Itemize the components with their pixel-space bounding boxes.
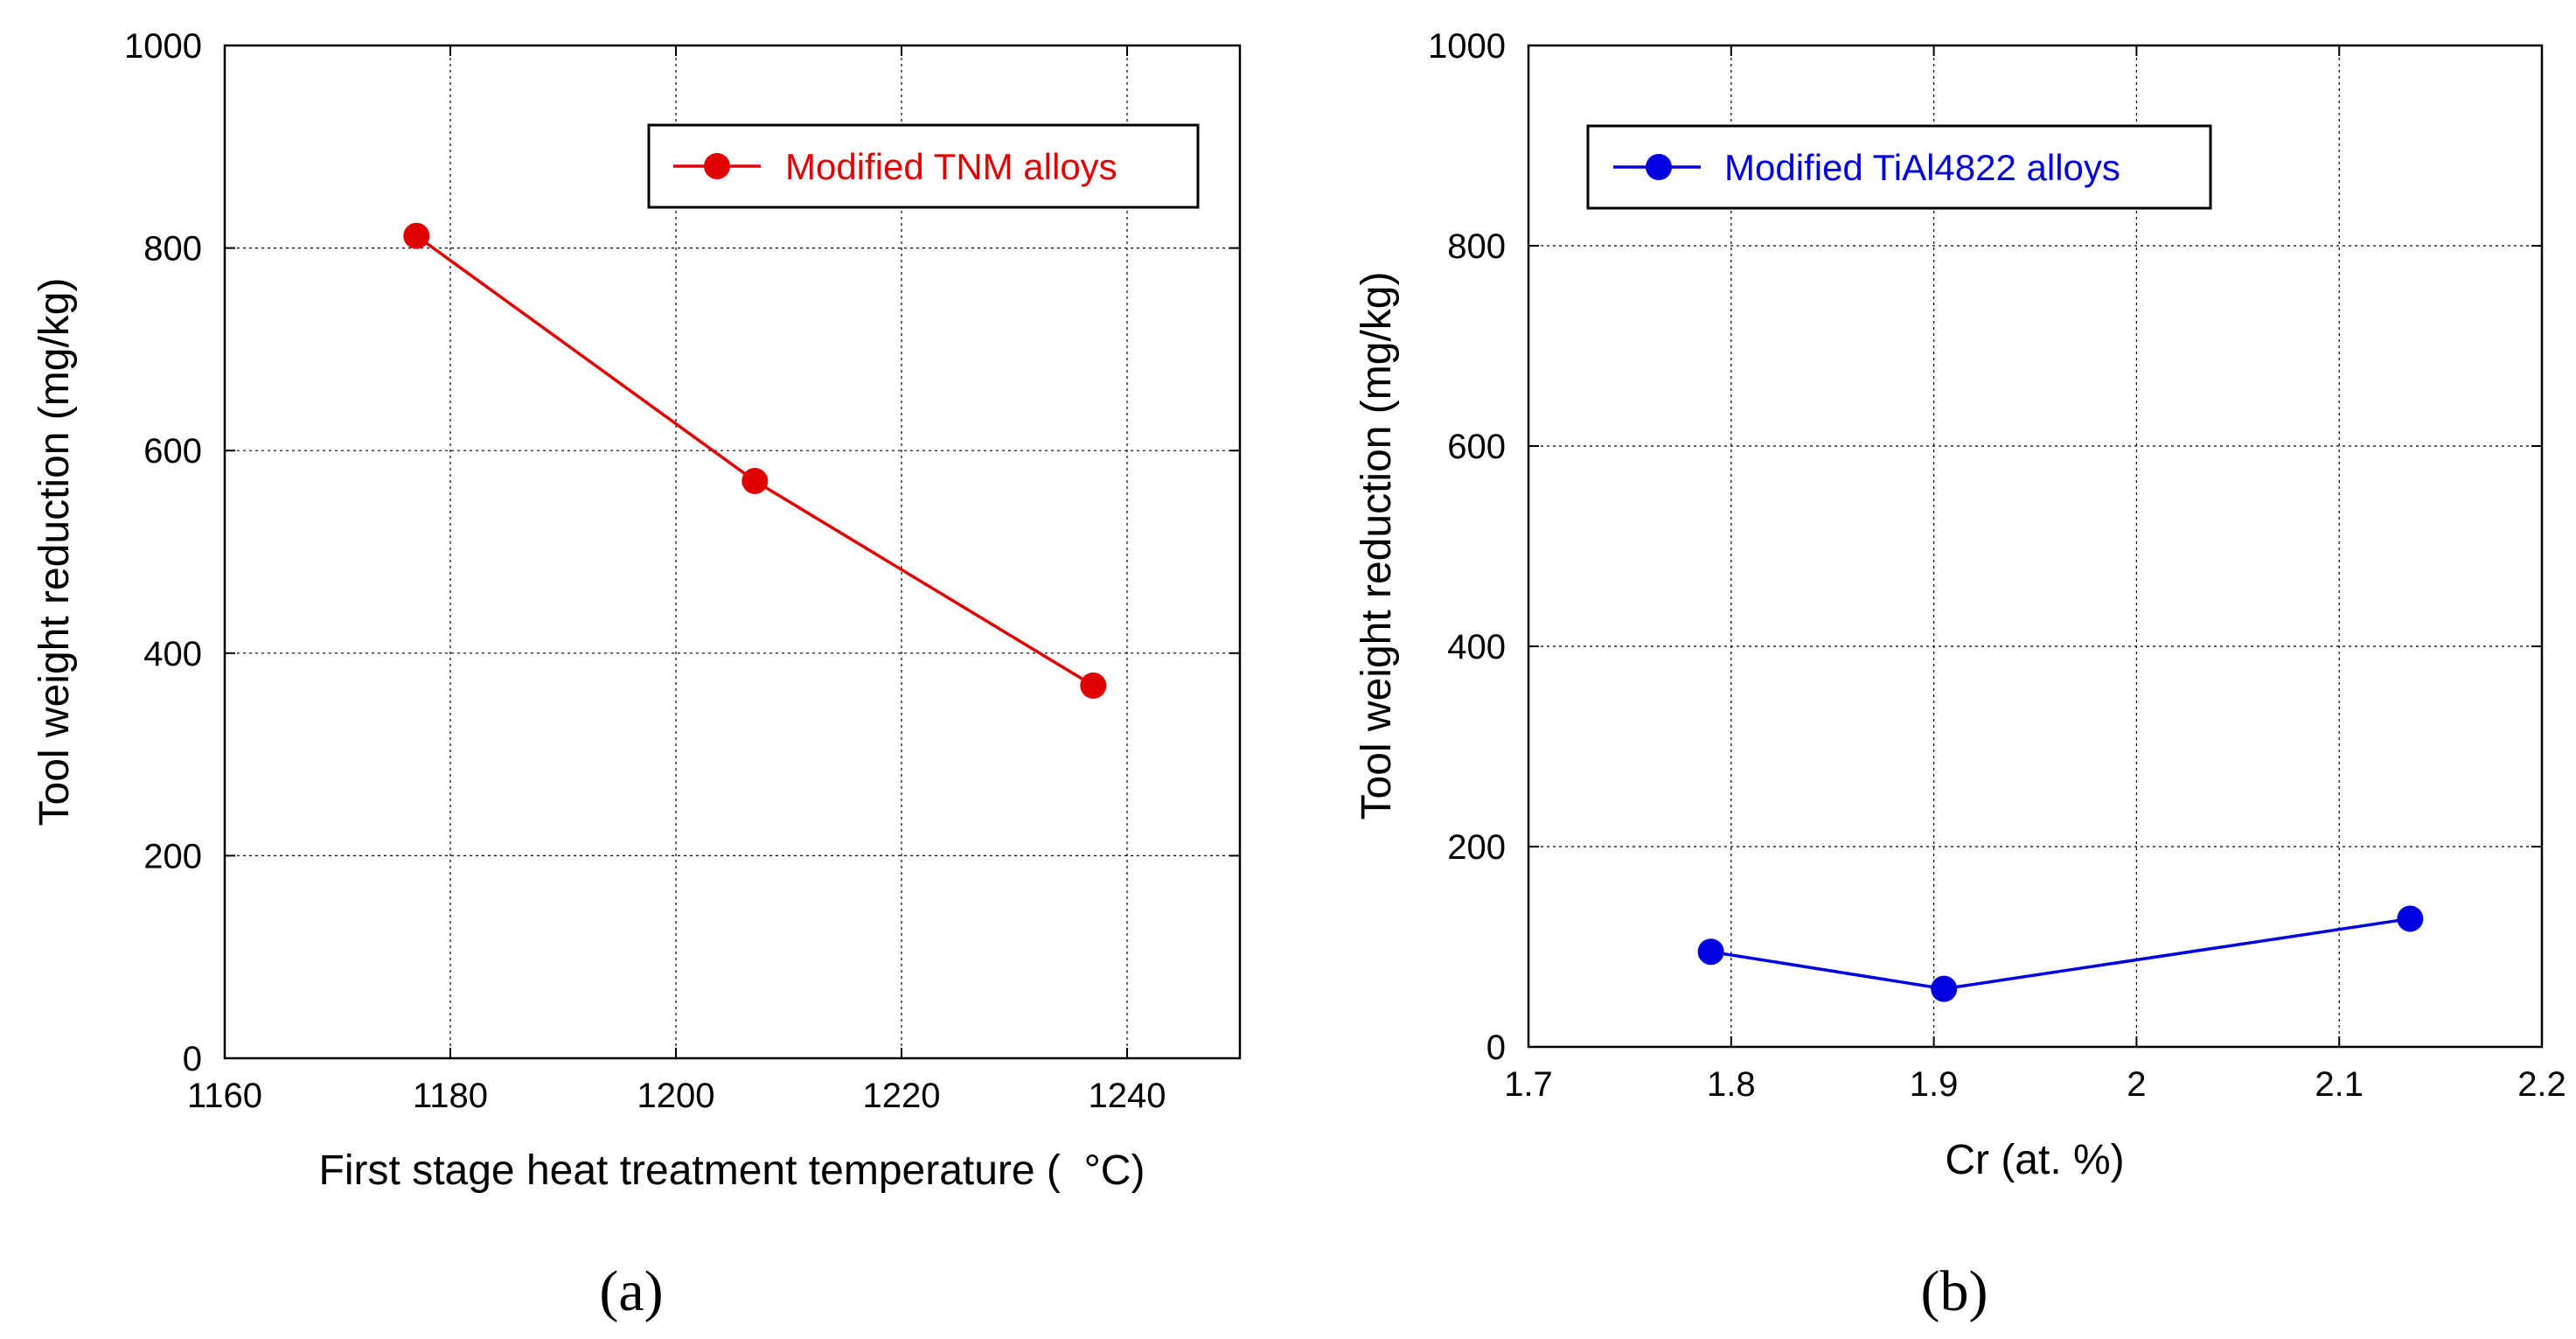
chart-a-series-line	[415, 234, 1095, 687]
chart-a-grid	[225, 45, 1240, 1058]
chart-b-panel-label: (b)	[1921, 1259, 1988, 1323]
chart-a-y-tick-label: 0	[183, 1040, 202, 1078]
chart-a-legend-marker	[704, 153, 730, 179]
chart-b-plot-frame	[1527, 44, 2544, 1049]
chart-b-legend-marker	[1646, 154, 1672, 180]
chart-a-x-axis-label: First stage heat treatment temperature (…	[319, 1147, 1145, 1194]
chart-b: 1.7 1.8 1.9 2 2.1 2.2 0 200 400 600 800 1000 Cr (at…	[1354, 27, 2566, 1323]
chart-b-x-tick-label: 1.9	[1910, 1065, 1959, 1104]
chart-b-legend-label: Modified TiAl4822 alloys	[1724, 147, 2120, 188]
chart-a-y-tick-label: 1000	[124, 27, 202, 66]
chart-a-ticks: 1160 1180 1200 1220 1240 0 200 400 600 800 1000	[124, 27, 1240, 1115]
chart-a-y-tick-label: 200	[143, 837, 202, 875]
chart-a-data-point	[741, 467, 769, 494]
chart-a-x-tick-label: 1160	[187, 1077, 262, 1115]
chart-b-x-tick-label: 2.1	[2315, 1065, 2364, 1104]
chart-a-y-tick-label: 400	[143, 635, 202, 673]
chart-b-legend: Modified TiAl4822 alloys	[1586, 124, 2212, 210]
chart-a-plot-frame	[223, 44, 1242, 1060]
chart-b-x-tick-label: 2.2	[2517, 1065, 2566, 1104]
chart-a-series	[403, 222, 1107, 699]
chart-b-x-tick-label: 2	[2127, 1065, 2146, 1104]
chart-b-data-point	[1931, 975, 1958, 1002]
chart-a-x-tick-label: 1180	[413, 1077, 488, 1115]
chart-b-data-point	[2397, 905, 2424, 932]
chart-b-series-line	[1710, 917, 2411, 991]
chart-a-legend: Modified TNM alloys	[647, 123, 1200, 209]
chart-b-x-tick-label: 1.8	[1707, 1065, 1756, 1104]
chart-a: 1160 1180 1200 1220 1240 0 200 400 600 800 1000 Fi…	[31, 27, 1242, 1323]
chart-b-grid	[1528, 45, 2542, 1047]
chart-a-data-point	[403, 222, 430, 249]
chart-b-y-tick-label: 1000	[1428, 27, 1506, 66]
chart-a-y-axis-label: Tool weight reduction (mg/kg)	[31, 278, 78, 826]
chart-b-x-axis-label: Cr (at. %)	[1945, 1137, 2124, 1183]
chart-b-series	[1697, 905, 2424, 1002]
chart-a-legend-label: Modified TNM alloys	[785, 146, 1117, 187]
chart-b-y-tick-label: 600	[1447, 428, 1506, 466]
chart-b-y-axis-label: Tool weight reduction (mg/kg)	[1354, 272, 1400, 820]
chart-a-x-tick-label: 1240	[1089, 1077, 1166, 1115]
chart-b-x-tick-label: 1.7	[1504, 1065, 1553, 1104]
chart-a-x-tick-label: 1220	[863, 1077, 941, 1115]
chart-b-y-tick-label: 200	[1447, 828, 1506, 867]
chart-a-y-tick-label: 600	[143, 432, 202, 471]
chart-b-y-tick-label: 800	[1447, 227, 1506, 266]
chart-a-data-point	[1080, 672, 1107, 699]
chart-a-y-tick-label: 800	[143, 230, 202, 268]
chart-b-ticks: 1.7 1.8 1.9 2 2.1 2.2 0 200 400 600 800 1000	[1428, 27, 2566, 1104]
chart-a-panel-label: (a)	[599, 1259, 663, 1323]
chart-b-data-point	[1697, 938, 1724, 966]
chart-b-y-tick-label: 0	[1486, 1029, 1506, 1067]
chart-b-y-tick-label: 400	[1447, 628, 1506, 666]
chart-a-x-tick-label: 1200	[637, 1077, 715, 1115]
